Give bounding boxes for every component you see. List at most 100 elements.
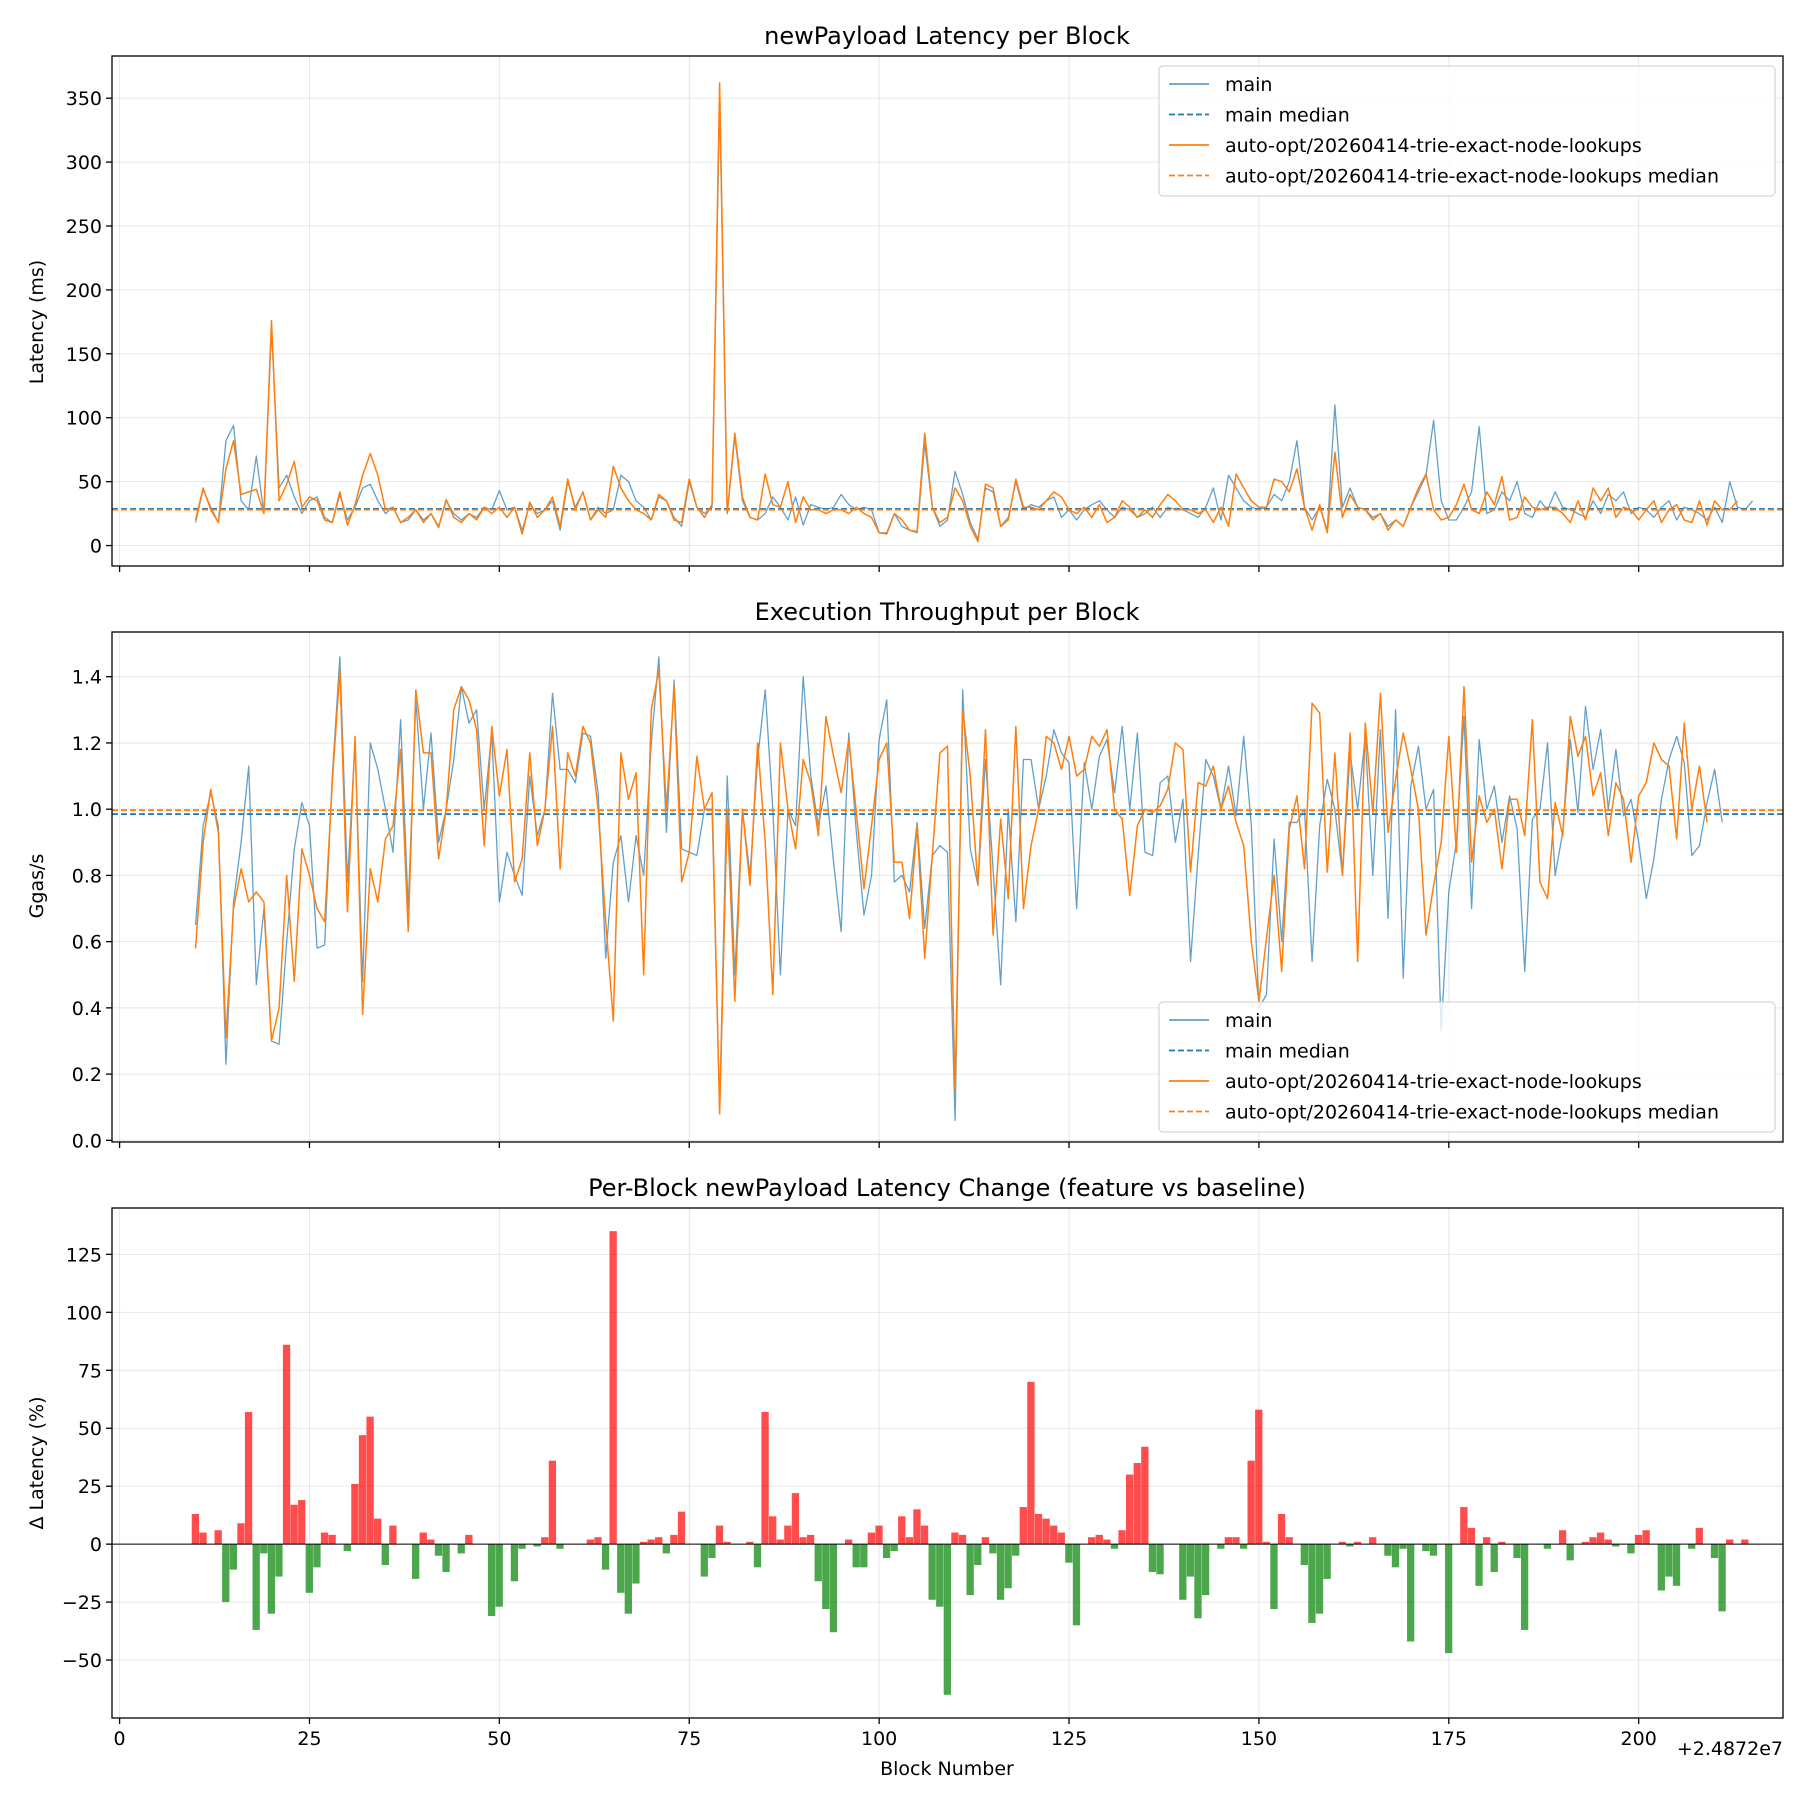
- y-tick-label: 250: [66, 216, 102, 238]
- latency-change-bar: [1277, 1514, 1286, 1545]
- latency-change-bar: [996, 1544, 1005, 1600]
- legend-label: main: [1225, 74, 1272, 96]
- x-tick-label: 50: [487, 1728, 511, 1750]
- x-axis-offset-label: +2.4872e7: [1677, 1738, 1783, 1760]
- legend-label: main: [1225, 1010, 1272, 1032]
- y-tick-label: 0: [90, 1534, 102, 1556]
- y-tick-label: 1.2: [72, 733, 102, 755]
- latency-change-bar: [1065, 1544, 1073, 1563]
- latency-change-bar: [617, 1544, 625, 1593]
- latency-change-bar: [913, 1509, 921, 1545]
- latency-change-bar: [328, 1534, 336, 1545]
- legend-label: auto-opt/20260414-trie-exact-node-lookup…: [1225, 166, 1719, 188]
- latency-change-bar: [1482, 1537, 1491, 1545]
- x-tick-label: 75: [677, 1728, 701, 1750]
- throughput-legend: main main median auto-opt/20260414-trie-ex…: [1158, 1001, 1776, 1133]
- latency-change-bar: [1148, 1544, 1157, 1572]
- latency-change-bar: [1186, 1544, 1195, 1577]
- latency-change-bar: [951, 1532, 959, 1545]
- y-tick-label: 100: [66, 408, 102, 430]
- latency-ticks: 0 50 100 150 200 250 300 350: [66, 88, 1640, 572]
- latency-change-bar: [647, 1539, 655, 1545]
- latency-change-bar: [320, 1532, 329, 1545]
- latency-change-bar: [229, 1544, 238, 1570]
- latency-change-bar: [1718, 1544, 1726, 1612]
- latency-change-bar: [1323, 1544, 1331, 1579]
- legend-box: [1158, 65, 1776, 197]
- latency-change-bar: [1695, 1527, 1703, 1545]
- x-tick-label: 150: [1241, 1728, 1277, 1750]
- latency-change-bar: [1300, 1544, 1308, 1565]
- latency-change-bar: [313, 1544, 321, 1568]
- latency-change-bar: [237, 1523, 245, 1545]
- latency-change-bar: [1315, 1544, 1324, 1614]
- latency-change-bar: [1194, 1544, 1202, 1619]
- latency-change-bar: [594, 1537, 602, 1545]
- latency-change-bar: [677, 1511, 686, 1545]
- throughput-axes-frame: [111, 631, 1784, 1143]
- y-tick-label: 0: [90, 536, 102, 558]
- latency-change-bar: [1232, 1537, 1240, 1545]
- latency-change-bar: [1543, 1544, 1552, 1549]
- latency-change-bar: [1133, 1463, 1141, 1545]
- latency-change-bar: [457, 1544, 465, 1554]
- latency-change-bar: [1247, 1460, 1255, 1545]
- latency-change-bar: [1513, 1544, 1521, 1559]
- latency-change-bar: [1270, 1544, 1278, 1610]
- latency-change-bar: [533, 1544, 541, 1547]
- latency-change-bar: [1612, 1544, 1620, 1547]
- latency-change-bar: [1688, 1544, 1696, 1549]
- latency-change-bar: [191, 1514, 200, 1545]
- latency-change-bar: [358, 1435, 367, 1545]
- latency-chart: newPayload Latency per Block Latency (ms…: [26, 22, 1784, 572]
- throughput-y-axis-label: Ggas/s: [26, 854, 48, 919]
- latency-change-bar: [928, 1544, 936, 1600]
- latency-change-y-axis-label: Δ Latency (%): [26, 1396, 48, 1529]
- latency-change-bar: [510, 1544, 519, 1582]
- latency-change-bar: [1224, 1537, 1233, 1545]
- latency-legend: main main median auto-opt/20260414-trie-ex…: [1158, 65, 1776, 197]
- throughput-chart: Execution Throughput per Block Ggas/s 0.…: [26, 598, 1784, 1152]
- x-tick-label: 175: [1431, 1728, 1467, 1750]
- latency-change-bar: [1657, 1544, 1665, 1591]
- latency-change-bar: [1391, 1544, 1400, 1568]
- legend-label: auto-opt/20260414-trie-exact-node-lookup…: [1225, 1102, 1719, 1124]
- latency-change-bar: [867, 1532, 876, 1545]
- latency-change-bar: [465, 1534, 473, 1545]
- latency-change-bar: [974, 1544, 982, 1565]
- latency-change-bar: [898, 1516, 906, 1545]
- latency-change-bar: [1050, 1525, 1058, 1545]
- latency-change-bar: [609, 1231, 617, 1545]
- x-tick-label: 100: [861, 1728, 897, 1750]
- x-tick-label: 125: [1051, 1728, 1087, 1750]
- latency-change-bar: [427, 1539, 435, 1545]
- y-tick-label: 0.2: [72, 1064, 102, 1086]
- legend-box: [1158, 1001, 1776, 1133]
- latency-change-bar: [1338, 1541, 1346, 1545]
- latency-change-bar: [753, 1544, 762, 1568]
- y-tick-label: 150: [66, 344, 102, 366]
- latency-change-bar: [487, 1544, 496, 1616]
- latency-change-bar: [761, 1412, 769, 1545]
- latency-change-bar: [989, 1544, 997, 1554]
- y-tick-label: 50: [78, 472, 102, 494]
- latency-change-bar: [1429, 1544, 1438, 1556]
- latency-change-bar: [1627, 1544, 1635, 1554]
- latency-change-bar: [624, 1544, 632, 1614]
- y-tick-label: 0.4: [72, 998, 102, 1020]
- latency-change-bar: [214, 1530, 222, 1545]
- latency-change-bar: [1520, 1544, 1529, 1630]
- latency-change-bar: [1642, 1530, 1650, 1545]
- y-tick-label: 50: [78, 1418, 102, 1440]
- latency-change-bar: [343, 1544, 351, 1552]
- latency-change-bar: [541, 1537, 549, 1545]
- latency-change-bar: [1726, 1539, 1734, 1545]
- y-tick-label: 1.4: [72, 667, 102, 689]
- latency-change-bar: [1255, 1409, 1263, 1545]
- throughput-series-group: [112, 656, 1783, 1122]
- legend-label: main median: [1225, 1041, 1350, 1063]
- latency-change-bar: [700, 1544, 708, 1577]
- latency-change-bar: [374, 1518, 382, 1545]
